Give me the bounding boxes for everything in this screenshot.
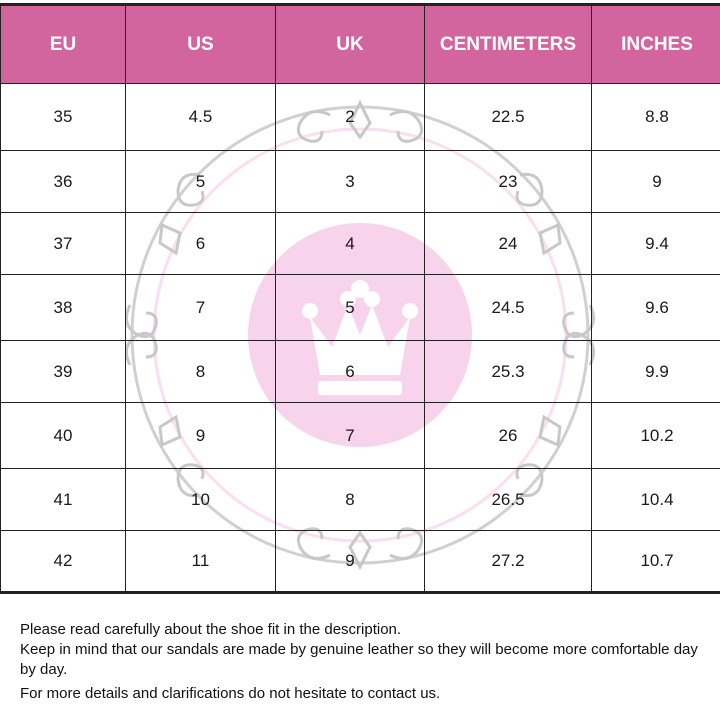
cell-inches: 10.4 — [591, 468, 720, 531]
cell-centimeters: 24 — [424, 212, 592, 275]
cell-eu: 39 — [0, 340, 126, 403]
cell-uk: 5 — [275, 274, 425, 341]
cell-us: 10 — [125, 468, 276, 531]
cell-uk: 9 — [275, 530, 425, 594]
table-row: 36 5 3 23 9 — [0, 150, 720, 213]
cell-us: 9 — [125, 402, 276, 469]
cell-uk: 8 — [275, 468, 425, 531]
cell-centimeters: 26.5 — [424, 468, 592, 531]
table-row: 42 11 9 27.2 10.7 — [0, 530, 720, 594]
table-row: 40 9 7 26 10.2 — [0, 402, 720, 469]
cell-eu: 36 — [0, 150, 126, 213]
size-chart-table: EU US UK CENTIMETERS INCHES 35 4.5 2 22.… — [0, 3, 720, 594]
table-row: 38 7 5 24.5 9.6 — [0, 274, 720, 341]
cell-eu: 35 — [0, 83, 126, 151]
note-contact: For more details and clarifications do n… — [20, 685, 441, 702]
cell-inches: 9 — [591, 150, 720, 213]
cell-inches: 10.2 — [591, 402, 720, 469]
cell-uk: 7 — [275, 402, 425, 469]
note-shoe-fit: Please read carefully about the shoe fit… — [20, 621, 402, 638]
header-uk: UK — [275, 3, 425, 84]
table-row: 41 10 8 26.5 10.4 — [0, 468, 720, 531]
cell-inches: 8.8 — [591, 83, 720, 151]
cell-eu: 38 — [0, 274, 126, 341]
cell-uk: 3 — [275, 150, 425, 213]
note-leather-continued: by day. — [20, 661, 68, 678]
cell-centimeters: 22.5 — [424, 83, 592, 151]
table-row: 39 8 6 25.3 9.9 — [0, 340, 720, 403]
cell-centimeters: 25.3 — [424, 340, 592, 403]
header-centimeters: CENTIMETERS — [424, 3, 592, 84]
cell-us: 8 — [125, 340, 276, 403]
cell-eu: 40 — [0, 402, 126, 469]
fit-notes: Please read carefully about the shoe fit… — [20, 620, 720, 704]
cell-us: 11 — [125, 530, 276, 594]
table-row: 37 6 4 24 9.4 — [0, 212, 720, 275]
cell-us: 7 — [125, 274, 276, 341]
header-inches: INCHES — [591, 3, 720, 84]
header-eu: EU — [0, 3, 126, 84]
cell-centimeters: 26 — [424, 402, 592, 469]
cell-uk: 4 — [275, 212, 425, 275]
cell-inches: 9.6 — [591, 274, 720, 341]
cell-us: 4.5 — [125, 83, 276, 151]
cell-us: 6 — [125, 212, 276, 275]
header-row: EU US UK CENTIMETERS INCHES — [0, 3, 720, 84]
cell-inches: 9.9 — [591, 340, 720, 403]
note-leather: Keep in mind that our sandals are made b… — [20, 641, 698, 658]
cell-us: 5 — [125, 150, 276, 213]
cell-centimeters: 27.2 — [424, 530, 592, 594]
table-row: 35 4.5 2 22.5 8.8 — [0, 83, 720, 151]
cell-centimeters: 24.5 — [424, 274, 592, 341]
cell-centimeters: 23 — [424, 150, 592, 213]
cell-inches: 9.4 — [591, 212, 720, 275]
cell-uk: 2 — [275, 83, 425, 151]
cell-uk: 6 — [275, 340, 425, 403]
cell-eu: 37 — [0, 212, 126, 275]
cell-inches: 10.7 — [591, 530, 720, 594]
header-us: US — [125, 3, 276, 84]
cell-eu: 41 — [0, 468, 126, 531]
cell-eu: 42 — [0, 530, 126, 594]
